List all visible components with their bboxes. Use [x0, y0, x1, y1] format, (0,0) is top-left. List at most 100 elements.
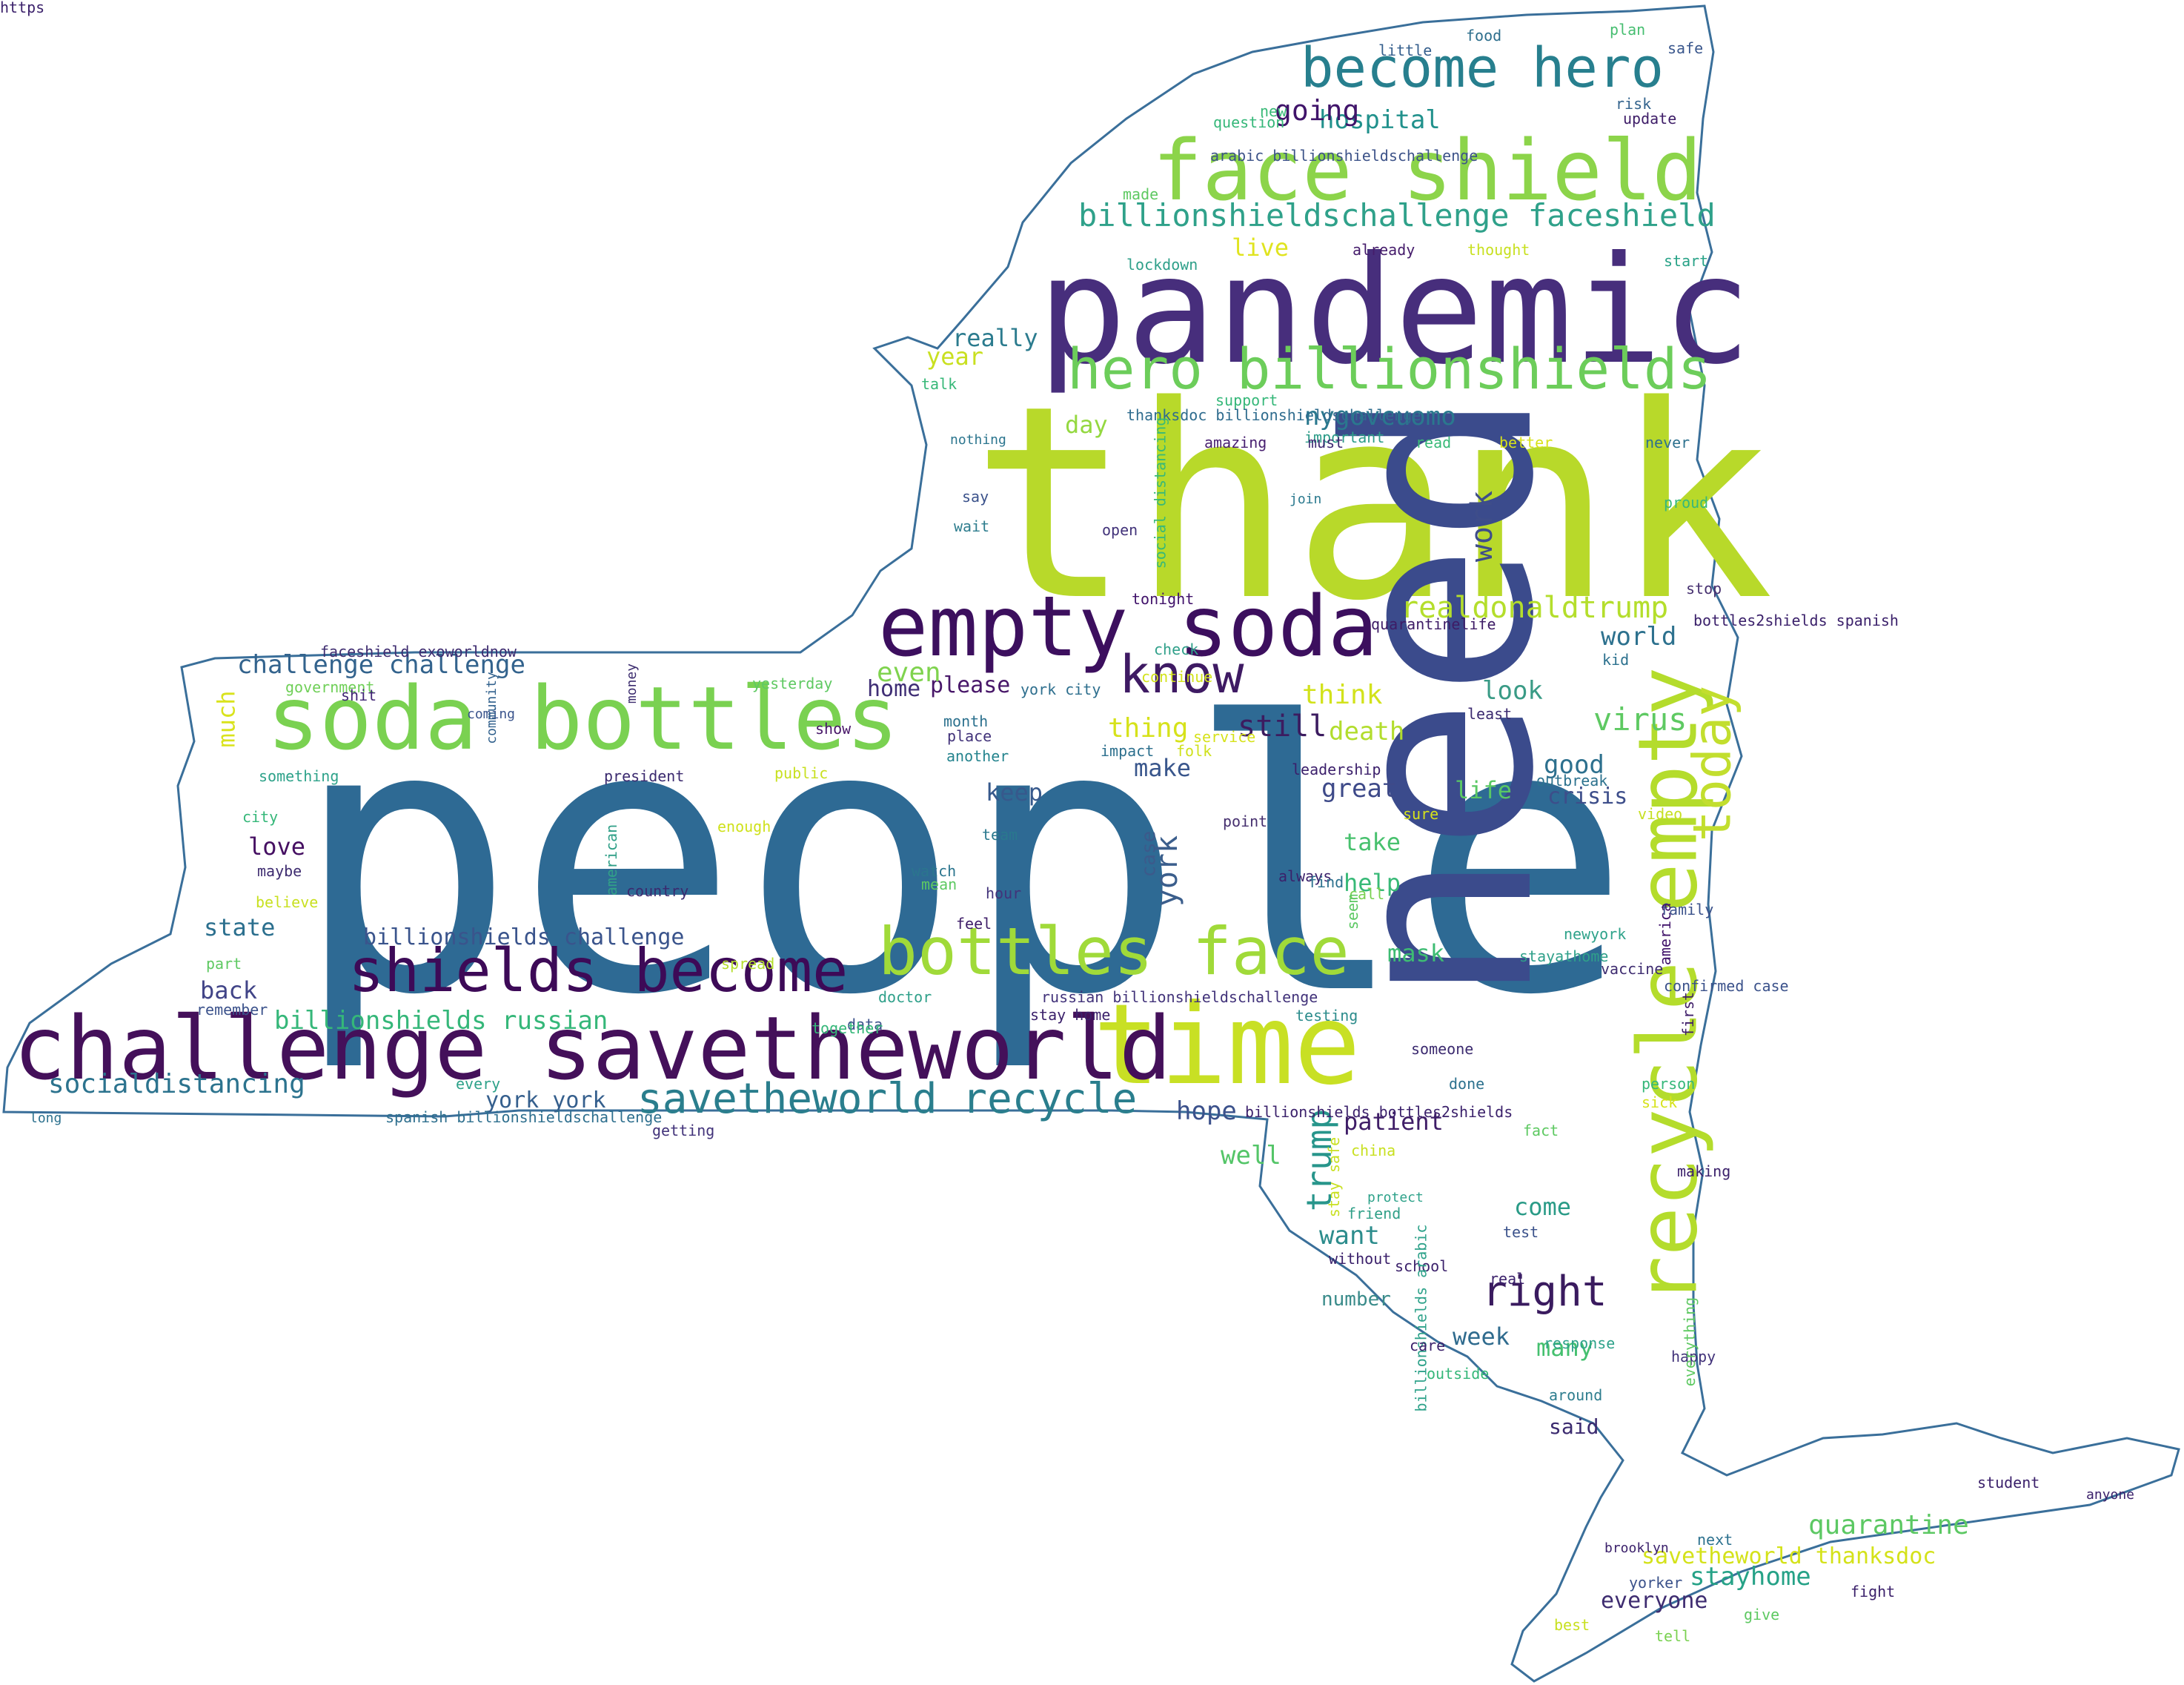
word-america: america — [1656, 902, 1675, 966]
word-today: today — [1681, 685, 1742, 842]
word-remember: remember — [196, 1001, 268, 1019]
word-find: find — [1308, 873, 1344, 891]
word-death: death — [1329, 717, 1405, 747]
word-many: many — [1536, 1334, 1594, 1362]
word-public: public — [774, 764, 829, 782]
word-call: call — [1349, 885, 1385, 903]
word-better: better — [1499, 434, 1553, 451]
word-know: know — [1119, 644, 1244, 705]
word-next: next — [1697, 1531, 1733, 1549]
word-already: already — [1352, 241, 1415, 259]
word-case: case — [1137, 830, 1160, 878]
word-yesterday: yesterday — [752, 675, 833, 692]
word-student: student — [1977, 1474, 2040, 1492]
word-vaccine: vaccine — [1601, 960, 1664, 978]
word-empty-soda: empty soda — [878, 579, 1378, 675]
word-important: important — [1304, 428, 1385, 446]
word-read: read — [1415, 434, 1452, 451]
word-confirmed-case: confirmed case — [1664, 977, 1789, 995]
word-even: even — [877, 658, 941, 688]
word-enough: enough — [717, 818, 771, 835]
word-open: open — [1102, 521, 1138, 539]
word-stay-safe: stay safe — [1325, 1136, 1344, 1218]
word-billionshields-bottles2shields: billionshields bottles2shields — [1245, 1103, 1513, 1121]
word-getting: getting — [652, 1122, 715, 1139]
word-safe: safe — [1667, 39, 1704, 57]
word-must: must — [1308, 434, 1344, 451]
word-community: community — [483, 672, 499, 744]
word-much: much — [212, 690, 241, 748]
word-time: time — [1093, 981, 1361, 1110]
word-impact: impact — [1101, 742, 1155, 760]
word-bottles-face: bottles face — [878, 913, 1350, 990]
word-done: done — [1449, 1075, 1485, 1093]
word-challenge-savetheworld: challenge savetheworld — [13, 997, 1172, 1099]
word-feel: feel — [956, 915, 992, 933]
word-still: still — [1238, 709, 1327, 744]
word-savetheworld-thanksdoc: savetheworld thanksdoc — [1642, 1543, 1936, 1569]
word-people: people — [293, 644, 1632, 1076]
word-york-york: york york — [485, 1088, 606, 1113]
word-challenge-challenge: challenge challenge — [237, 650, 525, 680]
word-newyork: newyork — [1564, 925, 1627, 943]
word-take: take — [1344, 828, 1401, 856]
word-test: test — [1503, 1223, 1539, 1241]
word-stay-home: stay home — [1030, 1006, 1111, 1024]
word-give: give — [1744, 1606, 1780, 1623]
word-thing: thing — [1108, 713, 1189, 744]
word-show: show — [815, 720, 852, 738]
word-year: year — [926, 342, 984, 371]
word-team: team — [982, 826, 1018, 844]
word-start: start — [1664, 252, 1709, 270]
word-video: video — [1638, 805, 1683, 823]
word-hour: hour — [986, 884, 1022, 902]
word-family: family — [1660, 901, 1714, 918]
word-president: president — [604, 767, 685, 785]
word-plan: plan — [1610, 21, 1646, 39]
word-sick: sick — [1642, 1093, 1678, 1111]
word-right: right — [1482, 1268, 1607, 1316]
word-lockdown: lockdown — [1126, 256, 1198, 274]
word-realdonaldtrump: realdonaldtrump — [1401, 591, 1669, 625]
word-patient: patient — [1344, 1108, 1444, 1136]
word-spanish-billionshieldschallenge: spanish billionshieldschallenge — [385, 1108, 663, 1126]
word-city: city — [242, 808, 279, 826]
word-doctor: doctor — [878, 988, 932, 1006]
word-something: something — [259, 767, 339, 785]
word-tell: tell — [1655, 1627, 1691, 1645]
word-school: school — [1395, 1257, 1449, 1275]
word-little: little — [1378, 42, 1433, 59]
word-american: american — [603, 824, 621, 896]
word-billionshieldschallenge-faceshield: billionshieldschallenge faceshield — [1078, 197, 1716, 234]
word-watch: watch — [912, 862, 957, 880]
word-https: https — [0, 0, 45, 16]
word-part: part — [206, 955, 242, 973]
word-kid: kid — [1602, 651, 1630, 669]
word-wait: wait — [954, 517, 990, 535]
word-everything: everything — [1681, 1297, 1699, 1387]
word-care: care — [1410, 1337, 1446, 1354]
word-virus: virus — [1593, 701, 1687, 738]
word-data: data — [847, 1016, 883, 1033]
word-savetheworld-recycle: savetheworld recycle — [637, 1075, 1138, 1123]
word-home: home — [867, 676, 921, 702]
word-china: china — [1351, 1142, 1396, 1159]
word-day: day — [1065, 411, 1108, 439]
word-thought: thought — [1467, 241, 1530, 259]
word-anyone: anyone — [2086, 1487, 2135, 1503]
word-going: going — [1275, 94, 1360, 127]
word-shit: shit — [341, 686, 377, 704]
word-point: point — [1223, 812, 1268, 830]
word-look: look — [1482, 676, 1543, 706]
word-hospital: hospital — [1319, 105, 1441, 135]
word-every: every — [456, 1075, 501, 1093]
word-bottles2shields-spanish: bottles2shields spanish — [1693, 612, 1899, 629]
word-believe: believe — [256, 893, 319, 911]
word-brooklyn: brooklyn — [1604, 1540, 1669, 1556]
word-good: good — [1544, 750, 1604, 780]
word-sure: sure — [1403, 805, 1439, 823]
word-quarantinelife: quarantinelife — [1371, 615, 1496, 633]
word-outbreak: outbreak — [1536, 772, 1608, 789]
word-life: life — [1455, 776, 1513, 804]
word-made: made — [1123, 185, 1159, 203]
